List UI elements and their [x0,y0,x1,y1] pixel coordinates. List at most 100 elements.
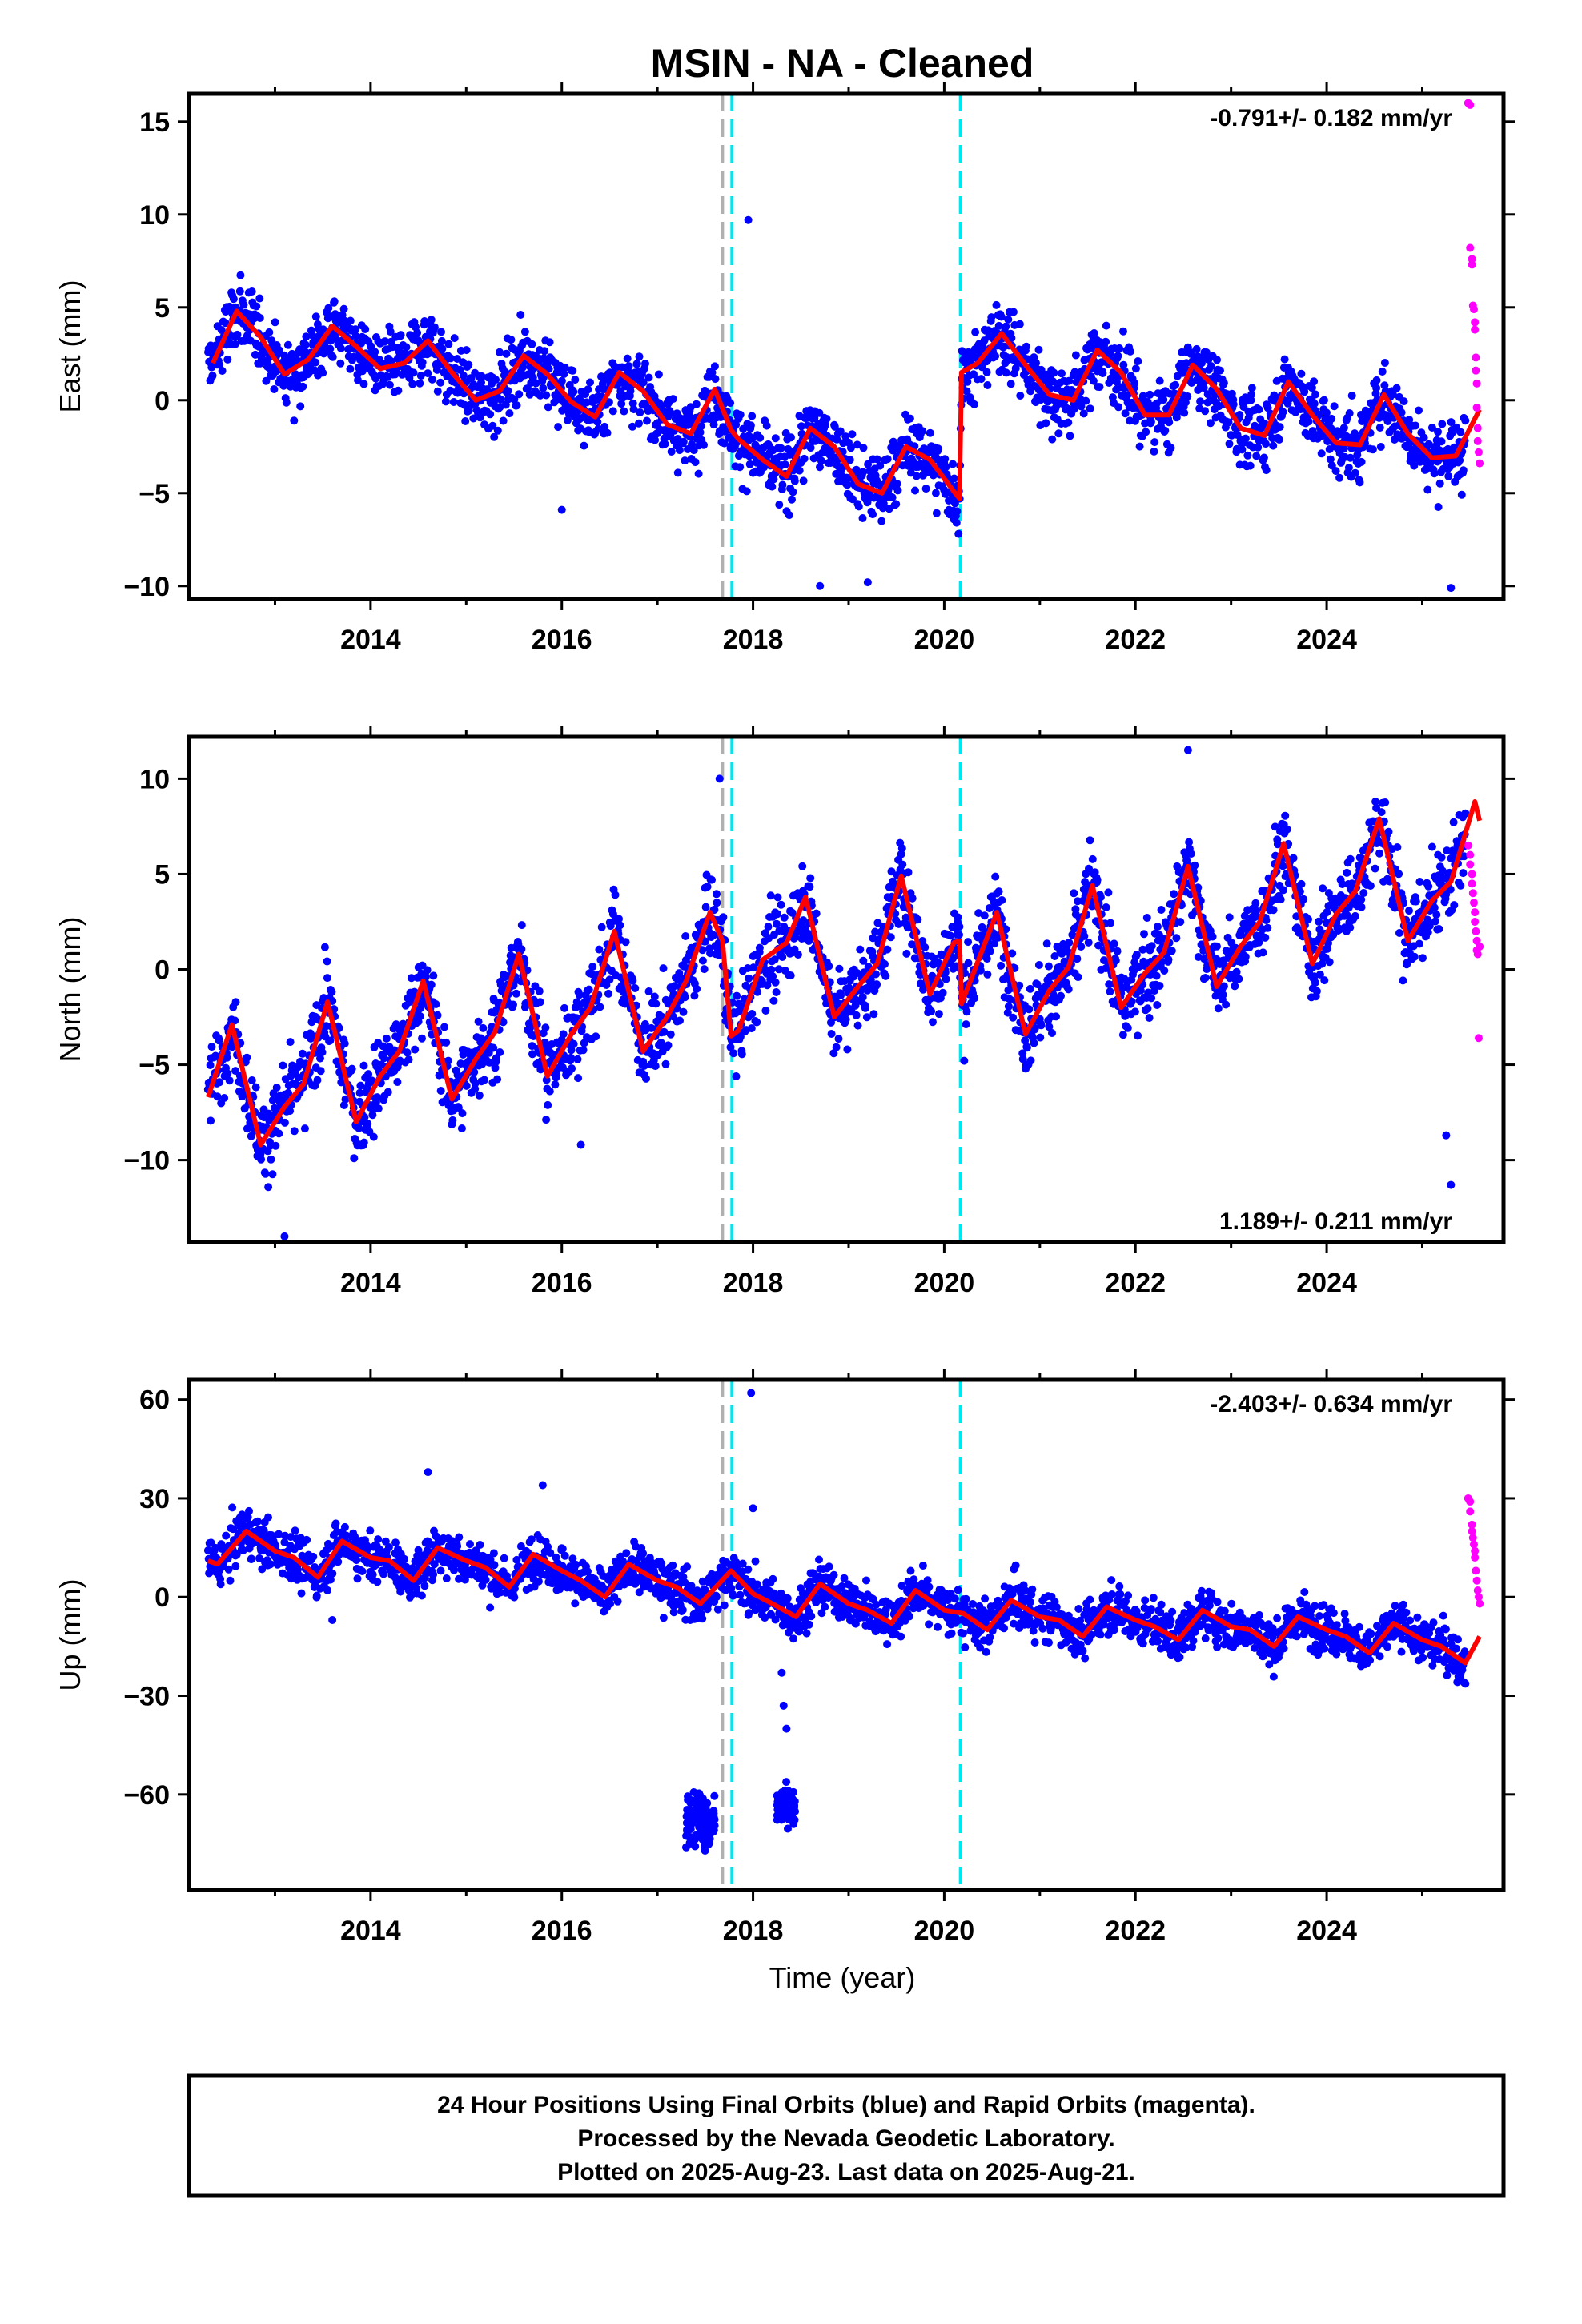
north-point [286,1107,295,1116]
north-point [316,1054,324,1063]
north-point [869,1010,878,1019]
north-rate-label: 1.189+/- 0.211 mm/yr [1219,1208,1452,1235]
east-point [941,455,950,464]
north-point [812,909,821,918]
north-point [1160,967,1169,975]
east-point [696,428,705,436]
north-point [535,987,544,995]
east-point [1235,411,1244,419]
east-point [661,440,669,448]
east-point [1304,417,1313,426]
north-point [866,975,875,984]
east-point [836,427,845,436]
east-point [600,422,609,431]
east-point [732,420,741,429]
east-point [877,517,886,525]
north-point [726,1043,735,1051]
east-point [654,370,663,379]
east-point [984,326,993,335]
east-point [371,348,379,356]
east-point [490,432,499,441]
east-point [1119,327,1127,336]
east-point [962,387,971,396]
east-point [756,433,765,442]
east-point [1344,464,1353,472]
east-point [385,380,394,389]
north-point [942,975,950,983]
north-point [1269,906,1278,915]
east-point [330,297,339,306]
north-point [862,1013,871,1022]
north-point [1281,811,1290,820]
north-point [832,1043,841,1051]
east-point [255,314,264,322]
east-point [810,414,819,423]
north-point [1410,952,1419,961]
north-point [542,1116,551,1124]
north-point [640,1061,648,1070]
east-point [1165,418,1174,427]
north-point [929,1018,937,1027]
east-point [918,427,927,436]
north-point [251,1083,260,1092]
north-point [698,946,707,955]
north-point [709,931,718,939]
north-point [927,1007,936,1015]
north-point [1359,889,1368,897]
north-point [1371,864,1379,873]
north-point [1395,870,1403,879]
east-rapid-point [1473,424,1482,432]
north-point [1289,854,1298,862]
east-point [1399,397,1408,406]
north-point [1034,961,1043,969]
east-point [800,454,809,463]
north-point [247,1132,255,1140]
north-point [843,1045,852,1054]
north-point [1070,889,1078,898]
east-point [679,437,688,446]
north-point [363,1120,372,1128]
east-point [932,509,941,517]
north-point [474,1017,483,1026]
north-point [1057,991,1065,1000]
north-point [747,1024,756,1033]
north-point [679,1007,688,1016]
north-point [873,919,882,927]
north-point [1167,947,1176,955]
north-point [883,945,892,954]
north-point [326,1036,335,1045]
north-point [1037,1021,1046,1030]
north-outlier-point [715,774,724,783]
north-point [1460,852,1468,861]
east-point [324,304,333,312]
north-point [1147,994,1156,1003]
east-point [1261,440,1270,448]
north-point [1351,911,1359,920]
east-point [1015,320,1024,328]
east-point [1372,376,1381,384]
north-point [1419,954,1427,963]
east-point [624,362,633,371]
east-outlier-point [1447,584,1456,593]
east-point [736,410,745,419]
east-point [560,370,568,378]
north-y-tick-label: −10 [123,1146,170,1176]
east-point [1279,408,1287,416]
north-point [773,919,781,928]
north-rapid-point [1468,879,1476,888]
east-point [697,422,705,430]
east-point [888,493,897,502]
north-point [379,1054,388,1063]
east-point [1388,390,1397,399]
east-point [926,428,934,437]
east-point [1196,397,1205,406]
east-point [651,436,660,444]
east-point [1050,368,1058,377]
east-point [231,340,239,348]
east-point [299,382,307,391]
east-point [336,344,345,352]
east-point [1280,355,1289,364]
north-point [1320,976,1329,985]
east-point [629,405,638,414]
north-point [881,971,890,980]
